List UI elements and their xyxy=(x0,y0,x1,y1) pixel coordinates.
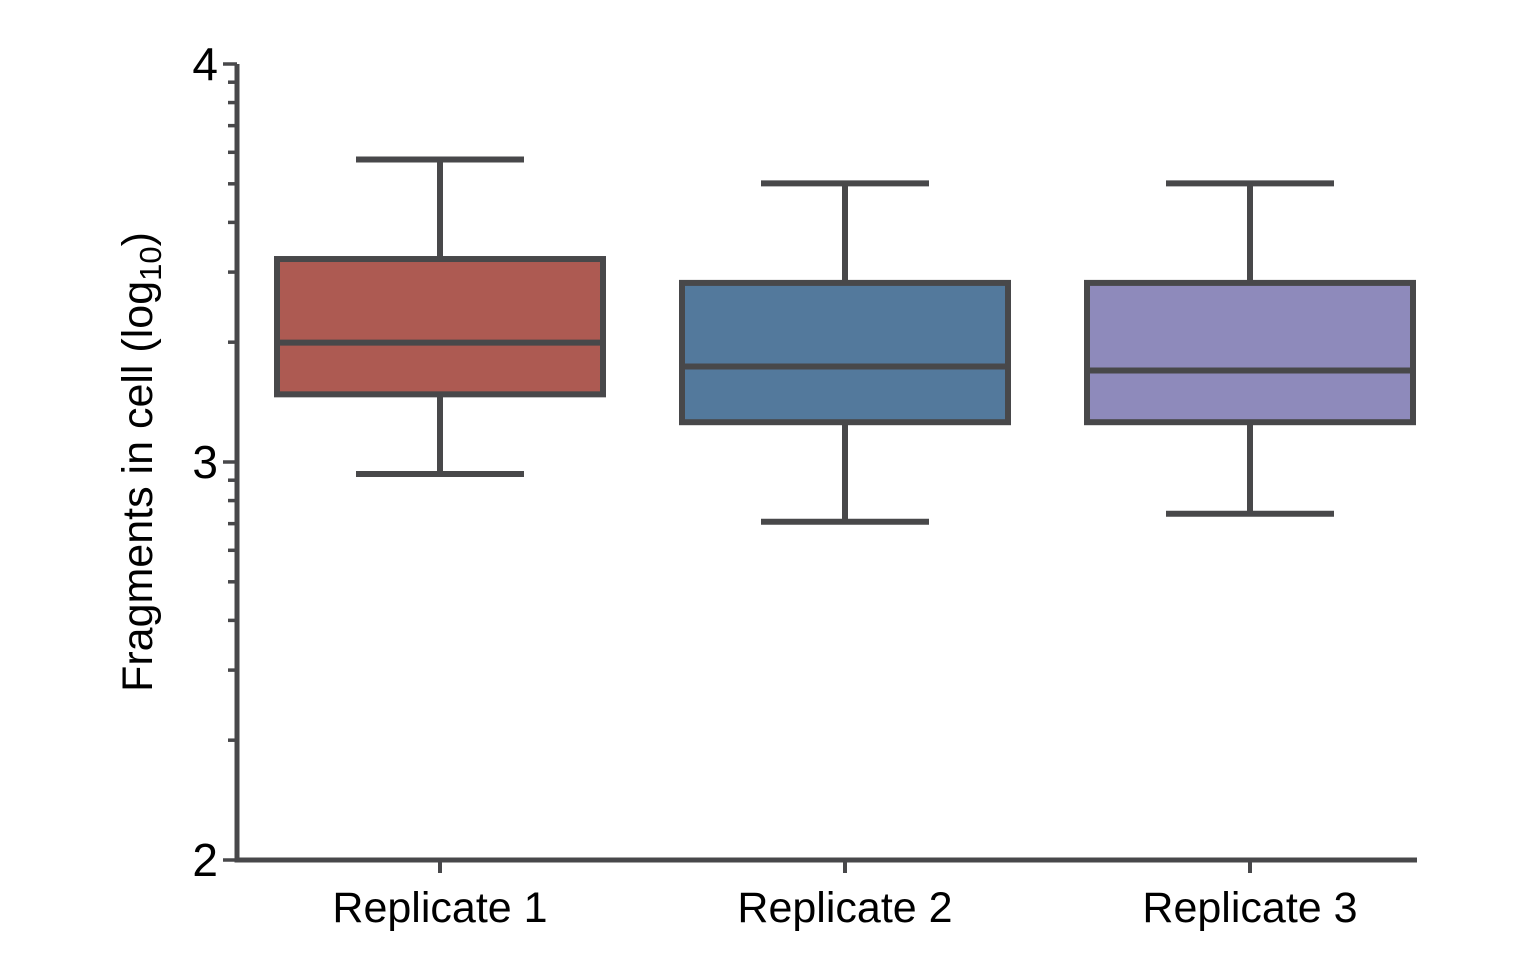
iqr-box xyxy=(1084,279,1416,426)
x-tick-label: Replicate 2 xyxy=(737,884,952,932)
box-group-3 xyxy=(1084,180,1416,517)
iqr-box xyxy=(679,279,1011,426)
y-axis-title: Fragments in cell (log10) xyxy=(114,232,168,692)
axes-layer xyxy=(223,62,1417,873)
box-group-1 xyxy=(274,156,606,477)
iqr-box xyxy=(274,256,606,398)
boxes-layer xyxy=(274,156,1416,525)
y-tick-label: 3 xyxy=(192,436,218,488)
y-tick-label: 4 xyxy=(192,38,218,90)
y-tick-label: 2 xyxy=(192,834,218,886)
box-group-2 xyxy=(679,180,1011,525)
x-tick-label: Replicate 3 xyxy=(1142,884,1357,932)
x-tick-label: Replicate 1 xyxy=(332,884,547,932)
axis-labels-layer: 4 3 2 Replicate 1 Replicate 2 Replicate 3 xyxy=(192,38,1357,932)
